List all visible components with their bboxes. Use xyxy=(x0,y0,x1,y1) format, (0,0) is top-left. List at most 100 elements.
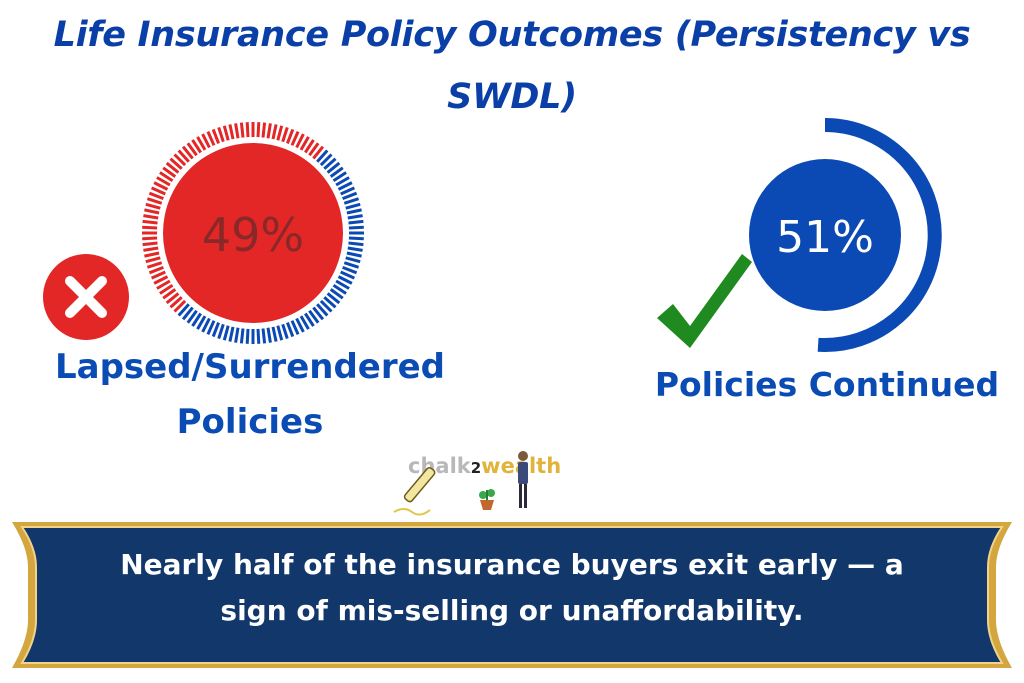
title-line-2: SWDL) xyxy=(447,77,577,117)
banner-line-1: Nearly half of the insurance buyers exit… xyxy=(120,548,904,581)
ring-tick xyxy=(196,315,207,330)
cross-icon xyxy=(43,254,129,340)
ring-tick xyxy=(332,284,347,295)
ring-tick xyxy=(290,130,300,146)
ring-tick xyxy=(319,299,333,313)
ring-tick xyxy=(266,123,272,139)
ring-tick xyxy=(332,171,347,182)
ring-tick xyxy=(234,327,240,343)
ring-tick xyxy=(146,197,163,205)
ring-tick xyxy=(312,306,325,321)
ring-tick xyxy=(196,136,207,151)
ring-tick xyxy=(347,214,363,220)
ring-tick xyxy=(142,241,158,247)
ring-tick xyxy=(337,275,353,285)
ring-tick xyxy=(276,325,284,341)
ring-tick xyxy=(211,322,220,338)
ring-tick xyxy=(177,303,190,317)
ring-tick xyxy=(345,256,361,264)
ring-tick xyxy=(142,236,158,241)
ring-tick xyxy=(266,327,272,343)
banner-message: Nearly half of the insurance buyers exit… xyxy=(60,542,964,634)
ring-tick xyxy=(304,312,315,327)
ring-tick xyxy=(329,288,344,300)
continued-progress-arc xyxy=(817,118,942,352)
ring-tick xyxy=(143,214,159,220)
ring-tick xyxy=(156,176,171,187)
ring-tick xyxy=(222,325,230,341)
ring-tick xyxy=(316,303,329,317)
ring-tick xyxy=(201,317,211,333)
ring-tick xyxy=(228,326,235,342)
ring-tick xyxy=(173,153,187,167)
ring-tick xyxy=(148,266,164,275)
ring-tick xyxy=(326,161,341,174)
ring-tick xyxy=(217,126,225,143)
ring-tick xyxy=(346,208,362,215)
ring-tick xyxy=(181,145,194,160)
chart-title: Life Insurance Policy Outcomes (Persiste… xyxy=(0,4,1024,128)
ring-tick xyxy=(319,153,333,167)
chalk-icon xyxy=(393,466,436,516)
logo-part-2: 2 xyxy=(470,459,482,477)
ring-tick xyxy=(143,246,159,252)
ring-tick xyxy=(281,126,289,143)
continued-label: Policies Continued xyxy=(654,365,1000,404)
ring-tick xyxy=(290,320,300,336)
ring-tick xyxy=(342,266,358,275)
lapsed-disc xyxy=(163,143,343,323)
lapsed-tick-ring xyxy=(142,122,364,344)
ring-tick xyxy=(217,323,225,340)
continued-disc xyxy=(749,159,901,311)
ring-tick xyxy=(142,225,158,230)
ring-tick xyxy=(165,161,180,174)
ring-tick xyxy=(295,317,305,333)
ring-tick xyxy=(323,157,337,170)
banner-frame xyxy=(12,522,1012,668)
ring-tick xyxy=(299,136,310,151)
ring-tick xyxy=(153,275,169,285)
ring-tick xyxy=(256,328,261,344)
ring-tick xyxy=(145,202,161,210)
ring-tick xyxy=(181,306,194,321)
ring-tick xyxy=(191,312,202,327)
ring-tick xyxy=(169,296,183,309)
ring-tick xyxy=(159,171,174,182)
plant-icon xyxy=(479,489,495,510)
lapsed-label: Lapsed/Surrendered Policies xyxy=(30,340,470,450)
ring-tick xyxy=(295,133,305,149)
ring-tick xyxy=(271,124,278,140)
ring-tick xyxy=(142,219,158,225)
ring-tick xyxy=(144,251,160,258)
ring-tick xyxy=(304,139,315,154)
ring-tick xyxy=(346,251,362,258)
ring-tick xyxy=(165,292,180,305)
ring-tick xyxy=(146,261,163,269)
ring-tick xyxy=(169,157,183,170)
ring-tick xyxy=(150,186,166,196)
ring-tick xyxy=(316,149,329,163)
ring-tick xyxy=(335,279,350,290)
ring-tick xyxy=(239,122,245,138)
lapsed-label-line-1: Lapsed/Surrendered xyxy=(54,347,446,387)
ring-tick xyxy=(228,124,235,140)
lapsed-label-line-2: Policies xyxy=(176,402,324,442)
ring-tick xyxy=(162,288,177,300)
ring-tick xyxy=(222,125,230,141)
ring-tick xyxy=(337,181,353,191)
ring-tick xyxy=(261,122,267,138)
ring-tick xyxy=(159,284,174,295)
logo: chalk2wealth xyxy=(390,448,590,520)
ring-tick xyxy=(145,256,161,264)
ring-tick xyxy=(206,130,216,146)
ring-tick xyxy=(148,191,164,200)
ring-tick xyxy=(348,236,364,241)
banner-line-2: sign of mis-selling or unaffordability. xyxy=(220,594,804,627)
ring-tick xyxy=(256,122,261,138)
ring-tick xyxy=(245,328,250,344)
ring-tick xyxy=(348,219,364,225)
ring-tick xyxy=(162,166,177,178)
continued-value-label: 51% xyxy=(776,212,874,263)
ring-tick xyxy=(345,202,361,210)
